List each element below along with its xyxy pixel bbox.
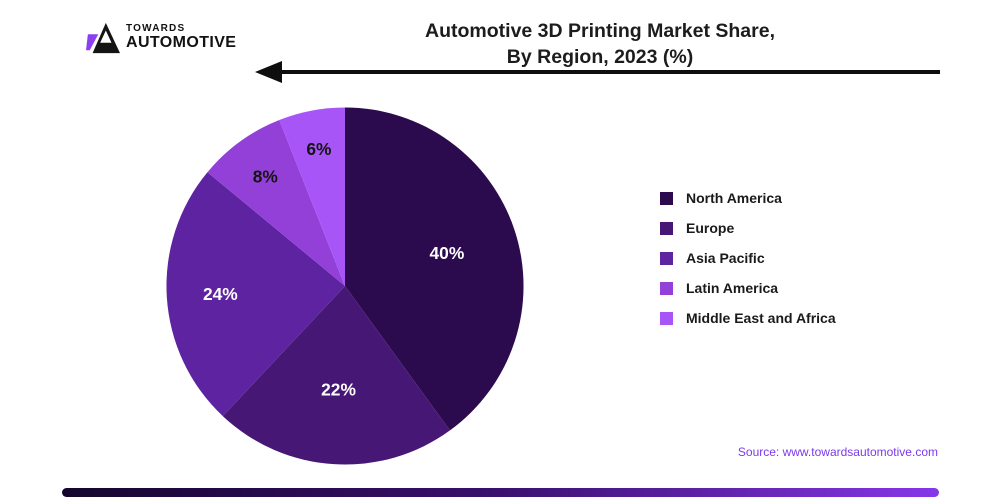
legend-item-latin-america: Latin America bbox=[660, 280, 836, 296]
logo-automotive-text: AUTOMOTIVE bbox=[126, 33, 237, 51]
arrow-line bbox=[280, 70, 940, 74]
pie-value-label-middle-east-and-africa: 6% bbox=[306, 139, 331, 159]
pie-value-label-europe: 22% bbox=[321, 379, 356, 399]
legend-label-asia-pacific: Asia Pacific bbox=[686, 250, 765, 266]
legend-label-north-america: North America bbox=[686, 190, 782, 206]
pie-value-label-north-america: 40% bbox=[430, 243, 465, 263]
pie-slice-north-america bbox=[345, 107, 524, 431]
pie-slice-latin-america bbox=[207, 120, 345, 286]
pie-slice-asia-pacific bbox=[166, 172, 345, 417]
page-title-line2: By Region, 2023 (%) bbox=[506, 46, 694, 69]
logo-mark-icon bbox=[86, 22, 120, 54]
legend-item-asia-pacific: Asia Pacific bbox=[660, 250, 836, 266]
pie-value-label-latin-america: 8% bbox=[253, 166, 278, 186]
legend: North America Europe Asia Pacific Latin Ame… bbox=[660, 190, 836, 340]
legend-swatch-north-america bbox=[660, 191, 673, 205]
pie-slice-europe bbox=[222, 286, 450, 465]
pie-slice-middle-east-and-africa bbox=[279, 107, 345, 286]
pie-chart: 40% 22% 24% 8% 6% bbox=[152, 93, 538, 479]
legend-item-middle-east-and-africa: Middle East and Africa bbox=[660, 310, 836, 326]
legend-label-middle-east-and-africa: Middle East and Africa bbox=[686, 310, 836, 326]
legend-swatch-middle-east-and-africa bbox=[660, 311, 673, 325]
logo-towards-text: TOWARDS bbox=[126, 23, 186, 35]
legend-swatch-asia-pacific bbox=[660, 251, 673, 265]
legend-item-europe: Europe bbox=[660, 220, 836, 236]
legend-item-north-america: North America bbox=[660, 190, 836, 206]
pie-chart-svg: 40% 22% 24% 8% 6% bbox=[166, 107, 524, 465]
logo: TOWARDS AUTOMOTIVE bbox=[86, 22, 236, 54]
source-text: Source: www.towardsautomotive.com bbox=[737, 445, 938, 459]
bottom-gradient-bar bbox=[62, 488, 939, 497]
page-title: Automotive 3D Printing Market Share, By … bbox=[425, 18, 775, 71]
legend-label-latin-america: Latin America bbox=[686, 280, 779, 296]
legend-label-europe: Europe bbox=[686, 220, 735, 236]
legend-swatch-europe bbox=[660, 221, 673, 235]
legend-swatch-latin-america bbox=[660, 281, 673, 295]
logo-text: TOWARDS AUTOMOTIVE bbox=[126, 24, 236, 51]
arrow-head-icon bbox=[255, 61, 282, 83]
pie-value-label-asia-pacific: 24% bbox=[203, 284, 238, 304]
page-title-line1: Automotive 3D Printing Market Share, bbox=[425, 20, 775, 42]
